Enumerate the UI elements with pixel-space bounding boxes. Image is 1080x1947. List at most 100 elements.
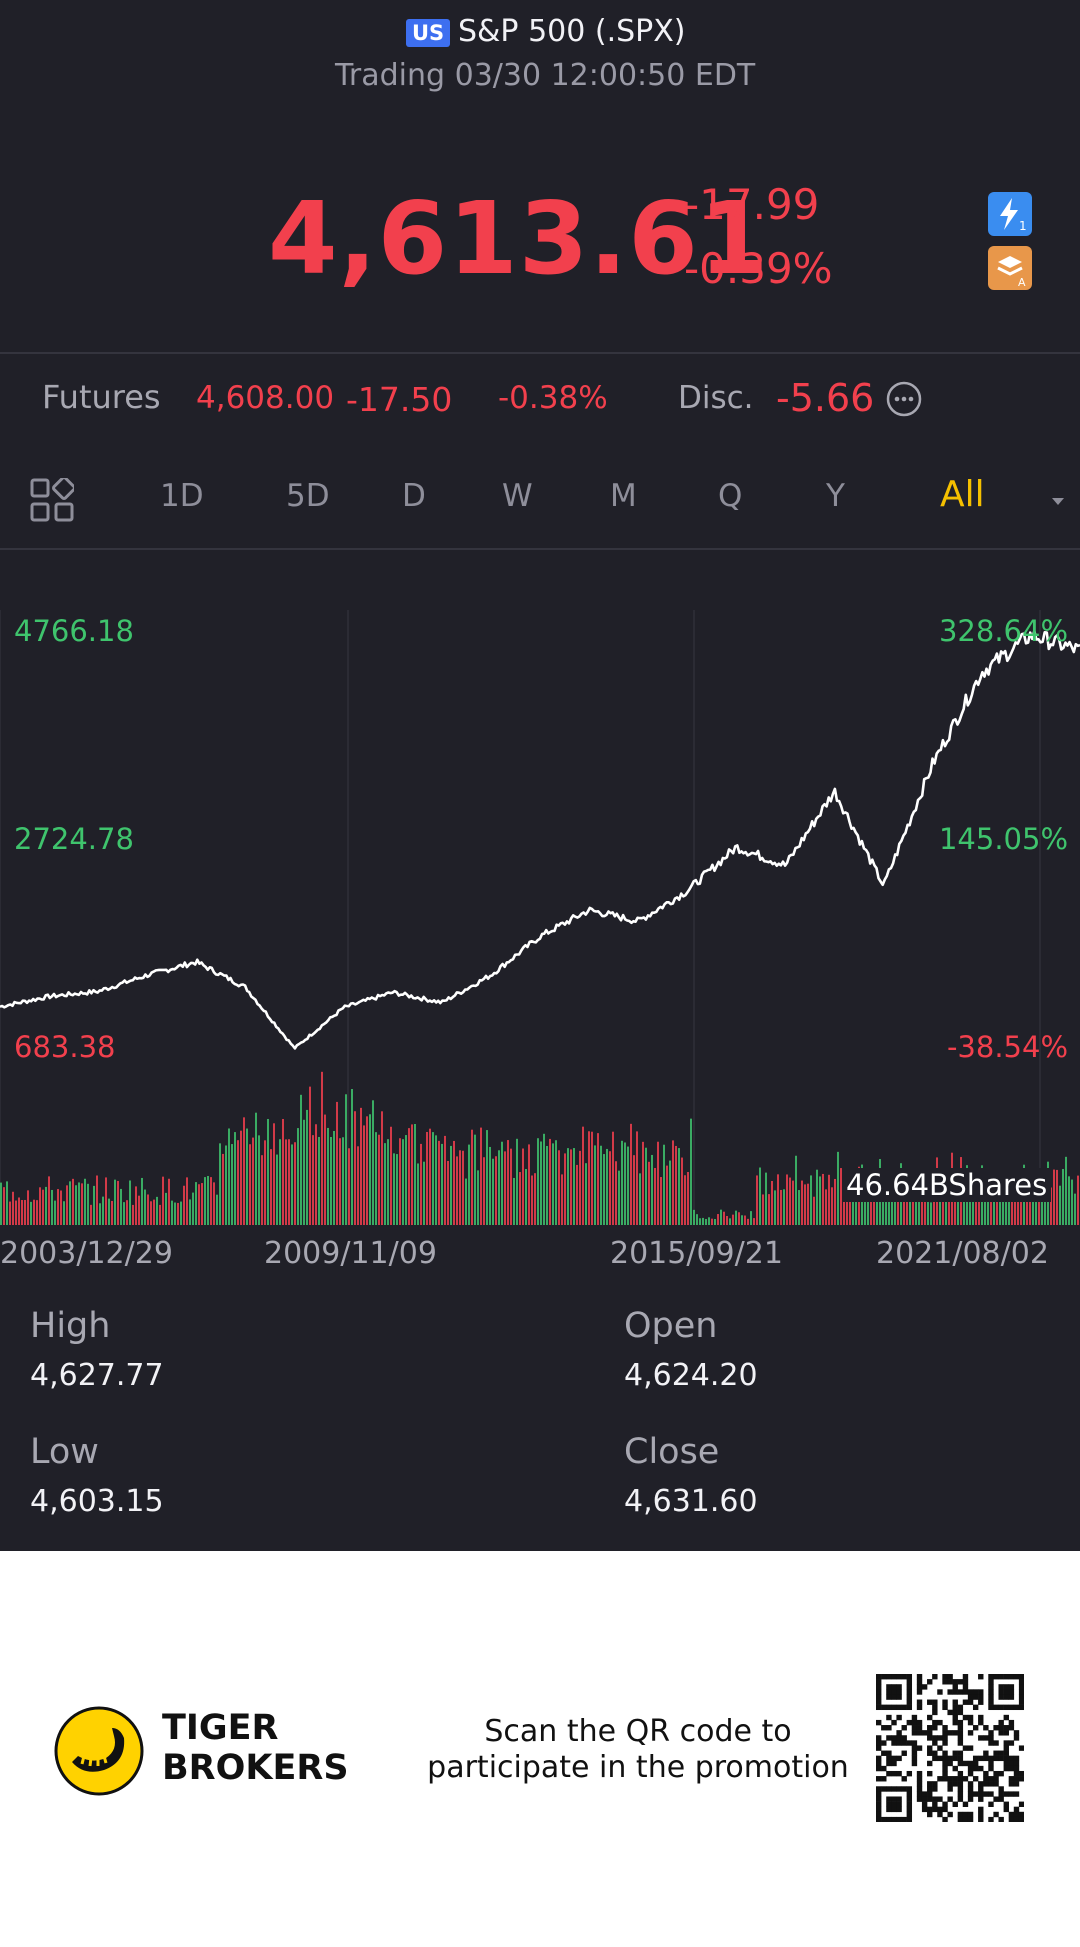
- qr-module: [972, 1755, 979, 1762]
- tab-5d[interactable]: 5D: [286, 478, 330, 514]
- tab-q[interactable]: Q: [718, 478, 743, 514]
- tab-y[interactable]: Y: [826, 478, 845, 514]
- qr-module: [881, 1765, 887, 1772]
- volume-bar: [243, 1117, 245, 1225]
- volume-bar: [531, 1175, 533, 1225]
- volume-bar: [159, 1204, 161, 1225]
- volume-bar: [549, 1138, 551, 1225]
- qr-module: [891, 1689, 897, 1695]
- volume-bar: [789, 1177, 791, 1225]
- more-icon[interactable]: [886, 381, 922, 417]
- volume-bar: [468, 1144, 470, 1225]
- qr-module: [891, 1770, 897, 1777]
- qr-module: [896, 1735, 902, 1741]
- qr-module: [891, 1704, 897, 1711]
- qr-module: [957, 1719, 964, 1726]
- qr-module: [916, 1719, 923, 1726]
- volume-bar: [987, 1192, 989, 1225]
- volume-bar: [147, 1194, 149, 1225]
- layers-icon[interactable]: A: [988, 246, 1032, 290]
- volume-bar: [387, 1139, 389, 1225]
- layout-grid-icon[interactable]: [30, 476, 76, 522]
- last-price: 4,613.61: [268, 180, 770, 297]
- qr-module: [916, 1770, 923, 1777]
- qr-module: [967, 1791, 974, 1797]
- volume-bar: [681, 1157, 683, 1225]
- qr-module: [1003, 1791, 1009, 1797]
- qr-module: [962, 1714, 969, 1721]
- lightning-icon[interactable]: 1: [988, 192, 1032, 236]
- volume-bar: [855, 1186, 857, 1225]
- qr-module: [886, 1770, 892, 1777]
- volume-bar: [747, 1218, 749, 1225]
- volume-bar: [318, 1136, 320, 1225]
- qr-module: [978, 1796, 984, 1802]
- price-chart[interactable]: [0, 600, 1080, 1230]
- volume-bar: [144, 1189, 146, 1225]
- qr-module: [952, 1709, 958, 1716]
- qr-module: [978, 1786, 984, 1792]
- y-tick-right-high: 328.64%: [938, 614, 1068, 648]
- qr-module: [957, 1786, 964, 1792]
- volume-bar: [0, 1182, 2, 1225]
- volume-bar: [327, 1127, 329, 1225]
- qr-module: [993, 1770, 999, 1777]
- volume-bar: [450, 1145, 452, 1225]
- qr-module: [988, 1740, 994, 1746]
- volume-bar: [882, 1200, 884, 1225]
- tab-all[interactable]: All: [940, 474, 985, 515]
- qr-code[interactable]: [876, 1674, 1024, 1822]
- volume-bar: [453, 1140, 455, 1225]
- qr-module: [906, 1801, 913, 1807]
- qr-module: [911, 1755, 918, 1762]
- chevron-down-icon[interactable]: [1050, 492, 1066, 505]
- volume-bar: [177, 1202, 179, 1225]
- tab-m[interactable]: M: [610, 478, 637, 514]
- volume-bar: [423, 1161, 425, 1225]
- qr-module: [1003, 1740, 1009, 1746]
- qr-module: [921, 1806, 928, 1813]
- qr-module: [993, 1740, 999, 1746]
- qr-module: [998, 1755, 1004, 1762]
- qr-module: [891, 1755, 897, 1762]
- volume-bar: [633, 1155, 635, 1225]
- futures-change-pct: -0.38%: [498, 380, 608, 416]
- qr-module: [962, 1745, 969, 1751]
- volume-bar: [183, 1185, 185, 1225]
- volume-bar: [270, 1149, 272, 1225]
- volume-bar: [78, 1182, 80, 1225]
- qr-module: [1008, 1689, 1015, 1695]
- qr-module: [993, 1776, 999, 1782]
- volume-bar: [717, 1214, 719, 1225]
- futures-label: Futures: [42, 378, 161, 416]
- tab-1d[interactable]: 1D: [160, 478, 204, 514]
- qr-module: [932, 1704, 938, 1711]
- qr-module: [876, 1719, 882, 1726]
- qr-module: [927, 1699, 933, 1705]
- qr-module: [983, 1735, 989, 1741]
- qr-module: [1008, 1760, 1015, 1767]
- volume-bar: [39, 1187, 41, 1225]
- qr-module: [932, 1750, 938, 1756]
- qr-module: [947, 1811, 953, 1818]
- qr-module: [1008, 1755, 1015, 1762]
- tab-w[interactable]: W: [502, 478, 533, 514]
- qr-module: [1008, 1765, 1015, 1772]
- volume-bar: [1005, 1188, 1007, 1225]
- qr-module: [952, 1750, 958, 1756]
- volume-bar: [693, 1209, 695, 1225]
- volume-bar: [336, 1101, 338, 1225]
- qr-module: [957, 1704, 964, 1711]
- qr-module: [911, 1714, 918, 1721]
- qr-module: [972, 1689, 979, 1695]
- volume-bar: [771, 1181, 773, 1225]
- qr-module: [927, 1806, 933, 1813]
- qr-module: [962, 1811, 969, 1818]
- brand-name-line2: BROKERS: [162, 1748, 349, 1788]
- tab-d[interactable]: D: [402, 478, 426, 514]
- qr-module: [1013, 1776, 1020, 1782]
- volume-bar: [612, 1131, 614, 1225]
- volume-bar: [189, 1199, 191, 1225]
- qr-module: [911, 1760, 918, 1767]
- qr-module: [1008, 1791, 1015, 1797]
